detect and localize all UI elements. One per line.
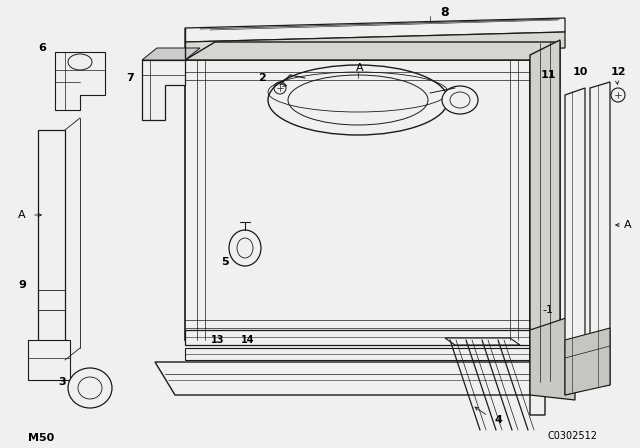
- Polygon shape: [445, 338, 520, 345]
- Text: 12: 12: [611, 67, 626, 77]
- Polygon shape: [530, 312, 560, 362]
- Polygon shape: [142, 48, 200, 60]
- Text: 10: 10: [572, 67, 588, 77]
- Polygon shape: [530, 40, 560, 395]
- Text: 2: 2: [258, 73, 266, 83]
- Ellipse shape: [268, 65, 448, 135]
- Polygon shape: [185, 18, 565, 42]
- Polygon shape: [565, 328, 610, 395]
- Text: 11: 11: [540, 70, 556, 80]
- Polygon shape: [185, 42, 560, 60]
- Text: -1: -1: [543, 305, 554, 315]
- Polygon shape: [38, 130, 65, 360]
- Text: 6: 6: [38, 43, 46, 53]
- Text: 9: 9: [18, 280, 26, 290]
- Ellipse shape: [288, 75, 428, 125]
- Text: 4: 4: [494, 415, 502, 425]
- Text: C0302512: C0302512: [548, 431, 598, 441]
- Polygon shape: [530, 315, 575, 400]
- Text: 7: 7: [126, 73, 134, 83]
- Ellipse shape: [442, 86, 478, 114]
- Text: 8: 8: [441, 5, 449, 18]
- Polygon shape: [185, 60, 530, 340]
- Ellipse shape: [78, 377, 102, 399]
- Ellipse shape: [229, 230, 261, 266]
- Polygon shape: [565, 88, 585, 395]
- Polygon shape: [55, 52, 105, 110]
- Text: A: A: [624, 220, 632, 230]
- Ellipse shape: [237, 238, 253, 258]
- Text: 14: 14: [241, 335, 255, 345]
- Ellipse shape: [68, 368, 112, 408]
- Text: A: A: [356, 63, 364, 73]
- Polygon shape: [185, 32, 565, 58]
- Polygon shape: [590, 82, 610, 388]
- Text: 3: 3: [58, 377, 66, 387]
- Text: 5: 5: [221, 257, 229, 267]
- Text: A: A: [18, 210, 26, 220]
- Text: 13: 13: [211, 335, 225, 345]
- Polygon shape: [185, 348, 530, 360]
- Ellipse shape: [450, 92, 470, 108]
- Text: M50: M50: [28, 433, 54, 443]
- Polygon shape: [142, 60, 185, 120]
- Polygon shape: [155, 362, 545, 415]
- Polygon shape: [530, 42, 560, 340]
- Polygon shape: [28, 340, 70, 380]
- Polygon shape: [185, 330, 530, 345]
